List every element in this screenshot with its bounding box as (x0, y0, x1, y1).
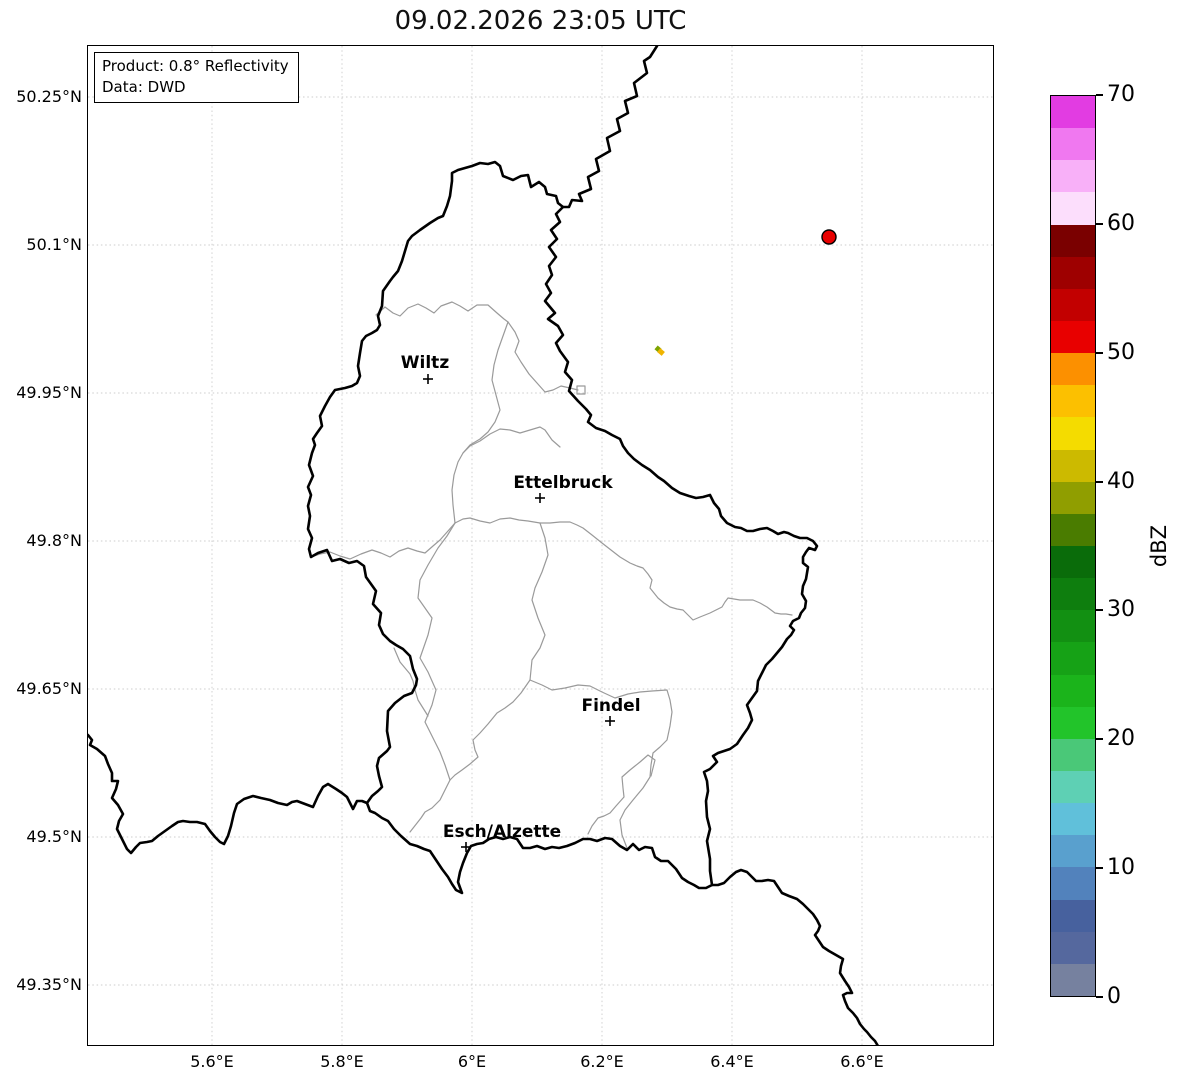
colorbar-band (1051, 385, 1095, 418)
colorbar-band (1051, 417, 1095, 450)
colorbar-band (1051, 674, 1095, 707)
colorbar-band (1051, 192, 1095, 225)
lat-tick-label: 50.1°N (26, 235, 82, 254)
colorbar-tick-mark (1096, 222, 1103, 225)
colorbar-band (1051, 256, 1095, 289)
canton-border-line (507, 321, 579, 393)
radar-echo-point (821, 229, 837, 245)
canton-border-line (409, 779, 451, 833)
lon-tick-label: 5.6°E (190, 1052, 234, 1071)
lon-tick-label: 6.6°E (840, 1052, 884, 1071)
colorbar-tick-mark (1096, 480, 1103, 483)
lat-tick-label: 49.65°N (16, 679, 82, 698)
canton-border-line (375, 301, 509, 323)
colorbar-band (1051, 224, 1095, 257)
colorbar-band (1051, 578, 1095, 611)
lon-tick-label: 6.2°E (580, 1052, 624, 1071)
graticule-gridlines (88, 46, 993, 1045)
canton-border-line (449, 679, 531, 781)
colorbar-band (1051, 481, 1095, 514)
colorbar-tick-label: 60 (1107, 210, 1135, 236)
lat-tick-label: 49.8°N (26, 531, 82, 550)
colorbar-band (1051, 770, 1095, 804)
colorbar-band (1051, 513, 1095, 546)
colorbar-tick-label: 20 (1107, 726, 1135, 752)
colorbar-band (1051, 931, 1095, 964)
colorbar-tick-mark (1096, 609, 1103, 612)
city-label: Ettelbruck (513, 473, 613, 493)
radar-echo-cell (657, 348, 665, 356)
canton-borders (310, 301, 793, 849)
city-label: Wiltz (401, 353, 450, 373)
lat-tick-label: 50.25°N (16, 87, 82, 106)
border-luxembourg (306, 160, 819, 895)
colorbar-tick-mark (1096, 94, 1103, 96)
canton-border-line (529, 522, 549, 681)
canton-border-line (393, 647, 429, 717)
colorbar-band (1051, 899, 1095, 932)
border-germany-belgium (561, 46, 659, 209)
colorbar-band (1051, 803, 1095, 836)
canton-border-line (587, 754, 656, 835)
colorbar-tick-mark (1096, 351, 1103, 354)
colorbar-band (1051, 963, 1095, 996)
colorbar-tick-label: 70 (1107, 82, 1135, 107)
colorbar-tick-mark (1096, 996, 1103, 998)
colorbar-band (1051, 835, 1095, 868)
canton-border-line (529, 679, 673, 849)
lat-tick-label: 49.35°N (16, 975, 82, 994)
canton-border-line (417, 522, 456, 781)
colorbar-tick-label: 10 (1107, 855, 1135, 881)
border-france-germany-moselle (710, 868, 879, 1045)
colorbar-tick-label: 40 (1107, 468, 1135, 494)
map-plot-frame (87, 45, 994, 1046)
product-info-line2: Data: DWD (102, 78, 186, 96)
lon-tick-label: 5.8°E (320, 1052, 364, 1071)
colorbar-band (1051, 288, 1095, 321)
colorbar-tick-mark (1096, 867, 1103, 870)
lon-tick-label: 6°E (457, 1052, 487, 1071)
colorbar-band (1051, 610, 1095, 643)
canton-border-line (576, 385, 586, 395)
colorbar-band (1051, 642, 1095, 675)
colorbar-band (1051, 128, 1095, 161)
colorbar-tick-mark (1096, 738, 1103, 741)
colorbar-band (1051, 449, 1095, 482)
canton-border-line (462, 426, 561, 454)
colorbar-band (1051, 706, 1095, 739)
lon-tick-label: 6.4°E (710, 1052, 754, 1071)
colorbar-band (1051, 320, 1095, 354)
colorbar (1050, 95, 1096, 997)
colorbar-band (1051, 738, 1095, 771)
lat-tick-label: 49.95°N (16, 383, 82, 402)
colorbar-unit-label: dBZ (1147, 524, 1171, 568)
radar-echoes (654, 229, 837, 356)
colorbar-band (1051, 353, 1095, 386)
canton-border-line (451, 321, 509, 524)
country-borders (88, 46, 879, 1045)
product-info-box: Product: 0.8° Reflectivity Data: DWD (94, 52, 299, 103)
city-markers-and-labels: Wiltz Ettelbruck Findel Esch/Alzette (401, 353, 641, 852)
lat-tick-label: 49.5°N (26, 827, 82, 846)
canton-border-line (310, 517, 793, 621)
colorbar-tick-label: 30 (1107, 597, 1135, 623)
colorbar-band (1051, 96, 1095, 129)
colorbar-tick-label: 50 (1107, 339, 1135, 365)
colorbar-band (1051, 160, 1095, 193)
product-info-line1: Product: 0.8° Reflectivity (102, 57, 289, 75)
colorbar-band (1051, 867, 1095, 900)
border-france-belgium (88, 733, 369, 855)
colorbar-band (1051, 545, 1095, 579)
city-label: Esch/Alzette (443, 822, 561, 842)
city-label: Findel (581, 696, 640, 716)
page-title: 09.02.2026 23:05 UTC (394, 6, 687, 36)
colorbar-tick-label: 0 (1107, 984, 1121, 1009)
